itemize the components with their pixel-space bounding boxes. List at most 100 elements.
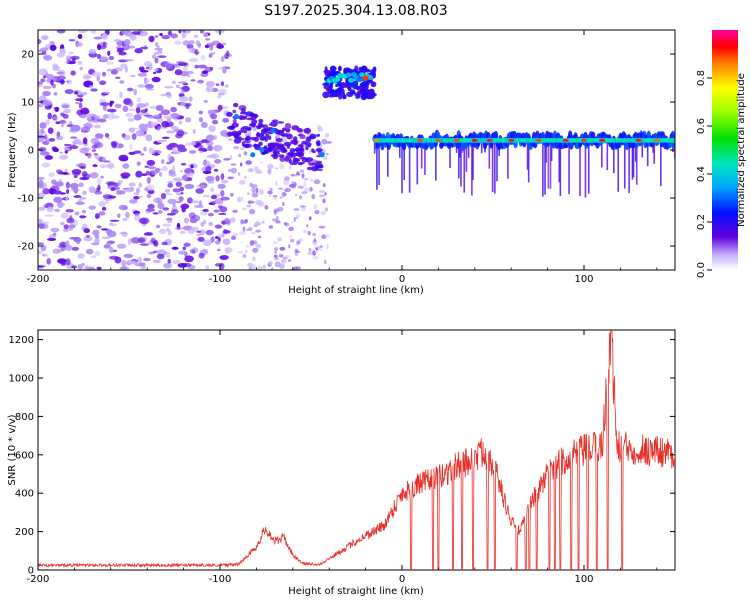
- heatmap-cell: [230, 235, 237, 241]
- heatmap-cell: [309, 178, 314, 183]
- heatmap-cell: [178, 120, 183, 125]
- heatmap-cell: [291, 266, 299, 270]
- heatmap-cell: [260, 161, 264, 164]
- heatmap-cell: [146, 159, 156, 166]
- heatmap-cell: [293, 208, 300, 211]
- heatmap-cell: [185, 142, 194, 146]
- heatmap-cell: [160, 192, 167, 200]
- heatmap-cell: [180, 162, 187, 166]
- heatmap-cell: [258, 189, 265, 195]
- heatmap-cell: [313, 204, 318, 210]
- heatmap-cell: [52, 65, 60, 72]
- heatmap-cell: [98, 211, 106, 216]
- heatmap-cell: [317, 168, 324, 171]
- heatmap-cell: [105, 181, 116, 186]
- heatmap-cell: [568, 140, 570, 195]
- heatmap-cell: [64, 61, 70, 64]
- heatmap-cell: [89, 172, 99, 179]
- heatmap-cell: [508, 139, 515, 142]
- colorbar-label: Normalized spectral amplitude: [736, 73, 747, 227]
- heatmap-cell: [144, 108, 148, 112]
- heatmap-cell: [214, 224, 223, 229]
- heatmap-cell: [221, 232, 225, 238]
- heatmap-cell: [263, 145, 268, 149]
- heatmap-cell: [348, 77, 355, 83]
- heatmap-cell: [252, 126, 257, 132]
- heatmap-cell: [106, 108, 117, 113]
- heatmap-cell: [254, 221, 262, 226]
- heatmap-cell: [111, 115, 120, 119]
- y-tick-label: 20: [21, 50, 34, 61]
- heatmap-cell: [135, 129, 145, 137]
- heatmap-cell: [628, 140, 630, 194]
- heatmap-cell: [225, 247, 230, 255]
- heatmap-cell: [653, 139, 660, 142]
- heatmap-cell: [213, 144, 223, 152]
- heatmap-cell: [122, 105, 129, 113]
- heatmap-cell: [43, 204, 48, 209]
- heatmap-cell: [38, 206, 46, 211]
- heatmap-cell: [191, 249, 196, 254]
- heatmap-cell: [57, 258, 67, 264]
- heatmap-cell: [220, 173, 225, 181]
- heatmap-cell: [203, 32, 209, 38]
- heatmap-cell: [71, 246, 80, 251]
- heatmap-cell: [314, 209, 320, 215]
- heatmap-cell: [65, 55, 72, 62]
- heatmap-cell: [424, 140, 426, 175]
- heatmap-cell: [205, 85, 214, 93]
- heatmap-cell: [133, 214, 141, 222]
- heatmap-cell: [162, 223, 172, 227]
- heatmap-cell: [44, 253, 49, 257]
- heatmap-cell: [118, 190, 126, 195]
- heatmap-cell: [237, 130, 242, 136]
- heatmap-cell: [463, 140, 466, 193]
- heatmap-cell: [96, 53, 102, 60]
- heatmap-cell: [346, 83, 352, 90]
- heatmap-cell: [322, 198, 326, 204]
- heatmap-cell: [465, 140, 468, 172]
- heatmap-cell: [416, 140, 419, 185]
- heatmap-cell: [50, 179, 57, 184]
- heatmap-cell: [225, 50, 230, 57]
- heatmap-cell: [281, 194, 284, 198]
- heatmap-cell: [77, 33, 83, 39]
- heatmap-cell: [205, 38, 211, 41]
- heatmap-cell: [38, 242, 45, 245]
- heatmap-cell: [272, 146, 280, 151]
- heatmap-cell: [38, 265, 45, 268]
- heatmap-cell: [77, 253, 85, 259]
- spectrogram-x-label: Height of straight line (km): [288, 285, 424, 296]
- heatmap-cell: [318, 190, 326, 193]
- heatmap-cell: [38, 222, 45, 229]
- heatmap-cell: [64, 150, 69, 154]
- heatmap-cell: [202, 170, 212, 175]
- heatmap-cell: [172, 188, 181, 193]
- y-tick-label: 600: [15, 450, 34, 461]
- heatmap-cell: [171, 125, 179, 131]
- heatmap-cell: [167, 153, 172, 161]
- heatmap-cell: [171, 145, 177, 153]
- heatmap-cell: [90, 30, 97, 34]
- heatmap-cell: [240, 219, 244, 225]
- heatmap-cell: [208, 222, 213, 226]
- heatmap-cell: [157, 55, 167, 59]
- heatmap-cell: [280, 258, 287, 264]
- heatmap-cell: [253, 136, 259, 142]
- heatmap-cell: [188, 229, 195, 235]
- heatmap-cell: [236, 196, 242, 203]
- heatmap-cell: [123, 253, 134, 258]
- heatmap-cell: [119, 266, 130, 270]
- heatmap-cell: [288, 235, 293, 238]
- heatmap-cell: [239, 180, 246, 185]
- heatmap-cell: [256, 133, 265, 137]
- heatmap-cell: [542, 140, 544, 197]
- heatmap-cell: [109, 255, 119, 260]
- heatmap-cell: [130, 74, 136, 78]
- heatmap-cell: [205, 165, 212, 172]
- heatmap-cell: [114, 182, 120, 187]
- heatmap-cell: [97, 118, 107, 123]
- heatmap-cell: [191, 200, 199, 204]
- heatmap-cell: [161, 159, 165, 165]
- heatmap-cell: [362, 75, 369, 81]
